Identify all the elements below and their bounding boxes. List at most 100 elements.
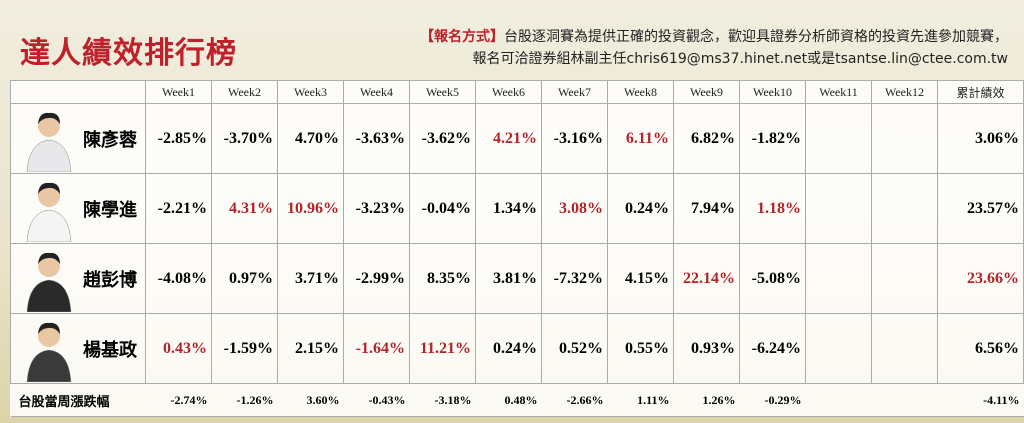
week-cell: -7.32% bbox=[541, 243, 608, 314]
column-header: Week2 bbox=[211, 80, 278, 104]
week-cell: 3.81% bbox=[475, 243, 542, 314]
week-cell: 4.31% bbox=[211, 173, 278, 244]
notice-line: 報名可洽證券組林副主任chris619@ms37.hinet.net或是tsan… bbox=[472, 51, 1008, 67]
total-cell: 23.66% bbox=[937, 243, 1024, 314]
column-header: Week12 bbox=[871, 80, 938, 104]
header-row: Week1 Week2 Week3 Week4 Week5 Week6 Week7 Week8… bbox=[10, 80, 1024, 104]
notice-line: 【報名方式】台股逐洞賽為提供正確的投資觀念，歡迎具證券分析師資格的投資先進參加競… bbox=[268, 26, 1008, 48]
week-cell bbox=[871, 103, 938, 174]
table: Week1 Week2 Week3 Week4 Week5 Week6 Week7 Week8… bbox=[10, 80, 1024, 417]
week-cell: 0.24% bbox=[475, 313, 542, 384]
person-name: 趙彭博 bbox=[83, 269, 137, 291]
week-cell: 1.18% bbox=[739, 173, 806, 244]
person-cell: 陳學進 bbox=[10, 173, 146, 244]
footer-cell: 1.11% bbox=[607, 383, 674, 417]
footer-label: 台股當周漲跌幅 bbox=[10, 383, 146, 417]
person-cell: 楊基政 bbox=[10, 313, 146, 384]
column-header: Week7 bbox=[541, 80, 608, 104]
week-cell bbox=[805, 313, 872, 384]
footer-cell: 1.26% bbox=[673, 383, 740, 417]
footer-cell: -0.43% bbox=[343, 383, 410, 417]
person-row: 楊基政 0.43% -1.59% 2.15% -1.64% 11.21% 0.24% 0.52… bbox=[10, 313, 1024, 384]
column-header: Week1 bbox=[145, 80, 212, 104]
week-cell bbox=[805, 103, 872, 174]
person-cell: 趙彭博 bbox=[10, 243, 146, 314]
week-cell: -1.59% bbox=[211, 313, 278, 384]
column-header: Week6 bbox=[475, 80, 542, 104]
week-cell: 0.93% bbox=[673, 313, 740, 384]
week-cell: 22.14% bbox=[673, 243, 740, 314]
week-cell: 2.15% bbox=[277, 313, 344, 384]
person-name: 陳彥蓉 bbox=[83, 129, 137, 151]
column-header: 累計績效 bbox=[937, 80, 1024, 104]
week-cell: -3.63% bbox=[343, 103, 410, 174]
week-cell: -3.16% bbox=[541, 103, 608, 174]
week-cell: -3.23% bbox=[343, 173, 410, 244]
column-header: Week5 bbox=[409, 80, 476, 104]
person-row: 趙彭博 -4.08% 0.97% 3.71% -2.99% 8.35% 3.81% -7.32… bbox=[10, 243, 1024, 314]
notice-label: 【報名方式】 bbox=[420, 29, 504, 45]
avatar bbox=[26, 322, 72, 382]
avatar bbox=[26, 252, 72, 312]
column-header: Week4 bbox=[343, 80, 410, 104]
footer-row: 台股當周漲跌幅 -2.74% -1.26% 3.60% -0.43% -3.18% 0.48… bbox=[10, 383, 1024, 417]
week-cell: -2.99% bbox=[343, 243, 410, 314]
week-cell: 0.24% bbox=[607, 173, 674, 244]
total-cell: 3.06% bbox=[937, 103, 1024, 174]
week-cell: 0.52% bbox=[541, 313, 608, 384]
week-cell: -2.21% bbox=[145, 173, 212, 244]
footer-cell: -0.29% bbox=[739, 383, 806, 417]
week-cell: -2.85% bbox=[145, 103, 212, 174]
corner bbox=[10, 80, 146, 104]
week-cell: -3.70% bbox=[211, 103, 278, 174]
week-cell: 0.55% bbox=[607, 313, 674, 384]
week-cell: 4.70% bbox=[277, 103, 344, 174]
week-cell: 4.15% bbox=[607, 243, 674, 314]
person-name: 陳學進 bbox=[83, 199, 137, 221]
week-cell: -3.62% bbox=[409, 103, 476, 174]
footer-cell bbox=[871, 383, 938, 417]
week-cell bbox=[805, 243, 872, 314]
person-row: 陳彥蓉 -2.85% -3.70% 4.70% -3.63% -3.62% 4.21% -3.… bbox=[10, 103, 1024, 174]
person-name: 楊基政 bbox=[83, 339, 137, 361]
week-cell: 3.08% bbox=[541, 173, 608, 244]
week-cell: 11.21% bbox=[409, 313, 476, 384]
footer-cell: 3.60% bbox=[277, 383, 344, 417]
footer-cell: 0.48% bbox=[475, 383, 542, 417]
week-cell: -5.08% bbox=[739, 243, 806, 314]
week-cell: 4.21% bbox=[475, 103, 542, 174]
week-cell: -4.08% bbox=[145, 243, 212, 314]
notice-text: 台股逐洞賽為提供正確的投資觀念，歡迎具證券分析師資格的投資先進參加競賽， bbox=[504, 29, 1008, 45]
avatar bbox=[26, 112, 72, 172]
week-cell: 7.94% bbox=[673, 173, 740, 244]
title: 達人績效排行榜 bbox=[20, 36, 237, 71]
week-cell: -1.82% bbox=[739, 103, 806, 174]
week-cell: 0.43% bbox=[145, 313, 212, 384]
week-cell: 6.11% bbox=[607, 103, 674, 174]
total-cell: 23.57% bbox=[937, 173, 1024, 244]
total-cell: 6.56% bbox=[937, 313, 1024, 384]
footer-cell: -2.66% bbox=[541, 383, 608, 417]
person-row: 陳學進 -2.21% 4.31% 10.96% -3.23% -0.04% 1.34% 3.0… bbox=[10, 173, 1024, 244]
week-cell: -6.24% bbox=[739, 313, 806, 384]
column-header: Week11 bbox=[805, 80, 872, 104]
week-cell bbox=[871, 313, 938, 384]
person-cell: 陳彥蓉 bbox=[10, 103, 146, 174]
column-header: Week8 bbox=[607, 80, 674, 104]
avatar bbox=[26, 182, 72, 242]
column-header: Week9 bbox=[673, 80, 740, 104]
footer-cell bbox=[805, 383, 872, 417]
week-cell: 10.96% bbox=[277, 173, 344, 244]
footer-total: -4.11% bbox=[937, 383, 1024, 417]
week-cell bbox=[871, 243, 938, 314]
footer-cell: -3.18% bbox=[409, 383, 476, 417]
week-cell: -1.64% bbox=[343, 313, 410, 384]
column-header: Week10 bbox=[739, 80, 806, 104]
week-cell: 6.82% bbox=[673, 103, 740, 174]
week-cell: 3.71% bbox=[277, 243, 344, 314]
week-cell: -0.04% bbox=[409, 173, 476, 244]
column-header: Week3 bbox=[277, 80, 344, 104]
week-cell: 8.35% bbox=[409, 243, 476, 314]
week-cell bbox=[805, 173, 872, 244]
